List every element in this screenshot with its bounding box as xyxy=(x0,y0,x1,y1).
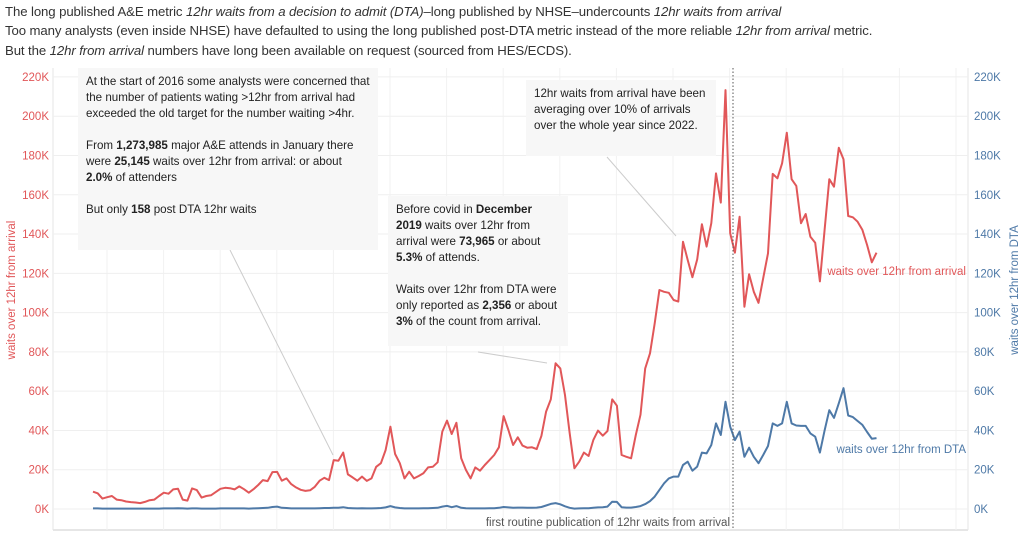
left-tick-label: 20K xyxy=(29,465,50,477)
left-axis-title: waits over 12hr from arrival xyxy=(6,221,18,361)
annotation-text: or about xyxy=(511,299,558,312)
right-tick-label: 160K xyxy=(974,190,1001,202)
left-tick-label: 180K xyxy=(22,150,49,162)
left-tick-label: 120K xyxy=(22,268,49,280)
annotation-paragraph: Waits over 12hr from DTA were only repor… xyxy=(396,282,560,330)
annotation-highlight: December 2019 xyxy=(396,203,532,232)
right-tick-label: 60K xyxy=(974,386,995,398)
annotation-text: of attends. xyxy=(422,251,480,264)
annotation-text: waits over 12hr from arrival: or about xyxy=(149,155,342,168)
reference-line-label: first routine publication of 12hr waits … xyxy=(486,517,730,529)
left-tick-label: 140K xyxy=(22,229,49,241)
annotation-highlight: 25,145 xyxy=(114,155,150,168)
header-line-2: Too many analysts (even inside NHSE) hav… xyxy=(5,23,872,38)
annotation-highlight: 158 xyxy=(131,203,151,216)
right-tick-label: 40K xyxy=(974,425,995,437)
annotation-highlight: 2,356 xyxy=(482,299,512,312)
dta-series-label: waits over 12hr from DTA xyxy=(835,444,966,456)
annotation-paragraph: Before covid in December 2019 waits over… xyxy=(396,202,560,266)
annotation-text: of the count from arrival. xyxy=(412,315,541,328)
right-tick-label: 100K xyxy=(974,308,1001,320)
right-tick-label: 120K xyxy=(974,268,1001,280)
right-tick-label: 0K xyxy=(974,504,988,516)
annotation-text: Waits over 12hr from DTA were only repor… xyxy=(396,283,557,312)
annotation-leader-line xyxy=(606,156,677,237)
right-tick-label: 80K xyxy=(974,347,995,359)
annotation-text: 12hr waits from arrival have been averag… xyxy=(534,87,706,132)
header-text-segment: numbers have long been available on requ… xyxy=(143,43,572,58)
annotation-dec-2019: Before covid in December 2019 waits over… xyxy=(388,196,568,346)
annotation-leader-line xyxy=(229,249,334,456)
right-tick-label: 20K xyxy=(974,465,995,477)
header-text-segment: 12hr from arrival xyxy=(49,43,144,58)
left-tick-label: 80K xyxy=(29,347,50,359)
header-line-1: The long published A&E metric 12hr waits… xyxy=(5,4,781,19)
header-text-segment: The long published A&E metric xyxy=(5,4,186,19)
right-tick-label: 220K xyxy=(974,72,1001,84)
dta-series-line xyxy=(93,387,877,510)
annotation-text: post DTA 12hr waits xyxy=(150,203,257,216)
left-tick-label: 200K xyxy=(22,111,49,123)
left-tick-label: 220K xyxy=(22,72,49,84)
header-line-3: But the 12hr from arrival numbers have l… xyxy=(5,43,572,58)
annotation-paragraph: 12hr waits from arrival have been averag… xyxy=(534,86,708,134)
annotation-text: of attenders xyxy=(112,171,177,184)
right-tick-label: 180K xyxy=(974,150,1001,162)
right-tick-label: 200K xyxy=(974,111,1001,123)
header-text-segment: 12hr from arrival xyxy=(735,23,830,38)
header-text-segment: –long published by NHSE–undercounts xyxy=(423,4,654,19)
left-tick-label: 60K xyxy=(29,386,50,398)
left-tick-label: 0K xyxy=(35,504,49,516)
header-text-segment: Too many analysts (even inside NHSE) hav… xyxy=(5,23,736,38)
annotation-paragraph: But only 158 post DTA 12hr waits xyxy=(86,202,370,218)
annotation-since-2022: 12hr waits from arrival have been averag… xyxy=(526,80,716,156)
left-tick-label: 160K xyxy=(22,190,49,202)
annotation-leader-line xyxy=(477,351,548,364)
annotation-highlight: 73,965 xyxy=(459,235,495,248)
annotation-highlight: 1,273,985 xyxy=(116,139,168,152)
header-text-segment: 12hr waits from arrival xyxy=(653,4,782,19)
left-tick-label: 40K xyxy=(29,425,50,437)
annotation-text: waits over 12hr from arrival were xyxy=(396,219,531,248)
annotation-highlight: 3% xyxy=(396,315,413,328)
annotation-text: Before covid in xyxy=(396,203,476,216)
annotation-text: major A&E attends in January there were xyxy=(86,139,354,168)
annotation-paragraph: From 1,273,985 major A&E attends in Janu… xyxy=(86,138,370,186)
right-axis-title: waits over 12hr from DTA xyxy=(1009,225,1021,356)
header-text-segment: But the xyxy=(5,43,50,58)
annotation-paragraph: At the start of 2016 some analysts were … xyxy=(86,74,370,122)
annotation-highlight: 2.0% xyxy=(86,171,113,184)
header-text-segment: 12hr waits from a decision to admit (DTA… xyxy=(186,4,424,19)
annotation-text: From xyxy=(86,139,117,152)
annotation-highlight: 5.3% xyxy=(396,251,423,264)
annotation-text: At the start of 2016 some analysts were … xyxy=(86,75,370,120)
annotation-text: or about xyxy=(494,235,541,248)
left-tick-label: 100K xyxy=(22,308,49,320)
annotation-2016: At the start of 2016 some analysts were … xyxy=(78,68,378,250)
right-tick-label: 140K xyxy=(974,229,1001,241)
header-text-segment: metric. xyxy=(829,23,873,38)
annotation-text: But only xyxy=(86,203,132,216)
arrival-series-label: waits over 12hr from arrival xyxy=(826,266,966,278)
